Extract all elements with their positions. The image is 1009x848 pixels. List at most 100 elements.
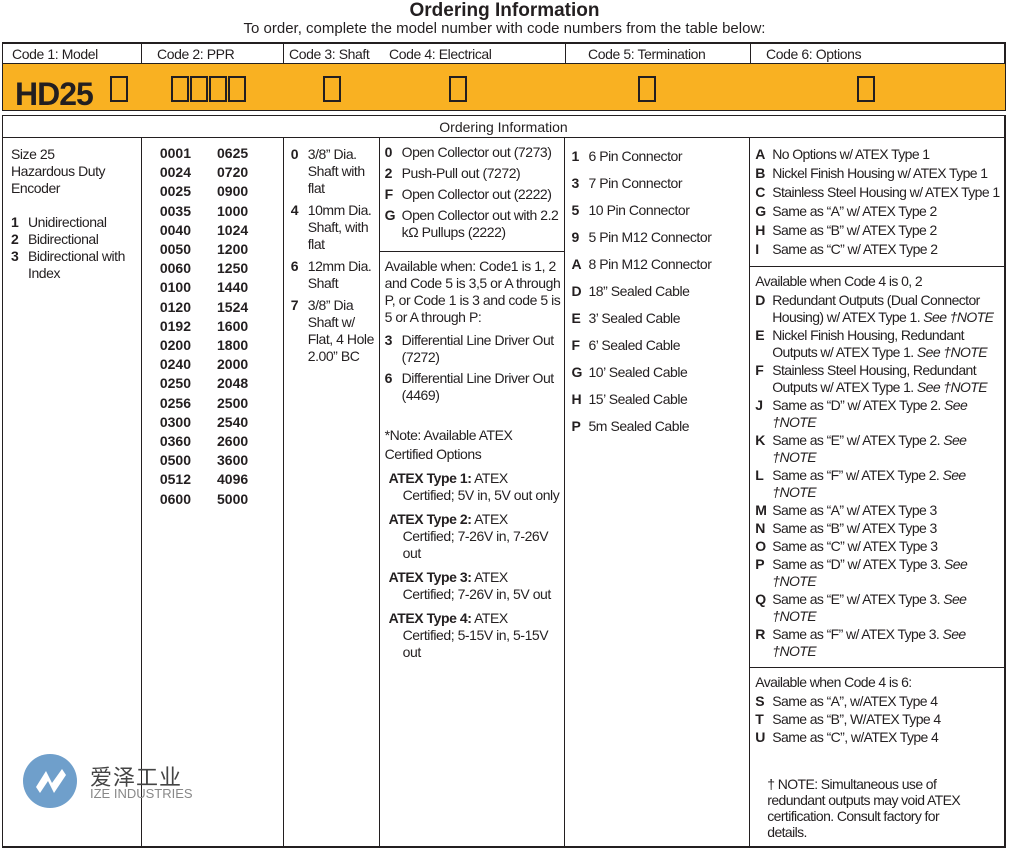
ppr-value: 1000 [217, 202, 249, 219]
item-code: I [755, 241, 759, 257]
list-item: N Same as “B” w/ ATEX Type 3 [755, 520, 1000, 537]
item-text: Same as “A” w/ ATEX Type 2 [772, 203, 937, 219]
list-item: G Open Collector out with 2.2 kΩ Pullups … [385, 207, 561, 241]
list-item: G 10’ Sealed Cable [571, 364, 746, 381]
ppr-value: 0040 [159, 221, 192, 238]
item-code: 3 [571, 175, 579, 191]
ppr-value: 0512 [159, 471, 192, 488]
code3-box[interactable] [323, 76, 342, 102]
item-code: 6 [384, 370, 393, 386]
code2-boxes[interactable] [171, 76, 247, 102]
atex-item: ATEX Type 1: ATEX Certified; 5V in, 5V o… [388, 470, 560, 503]
item-text: 8 Pin M12 Connector [588, 256, 712, 272]
list-item: H 15’ Sealed Cable [571, 391, 746, 408]
ppr-value: 2540 [217, 413, 249, 430]
item-text: 3/8” Dia Shaft w/ Flat, 4 Hole 2.00” BC [307, 297, 375, 364]
ppr-value: 0050 [159, 241, 192, 258]
item-code: H [571, 391, 582, 407]
ppr-value: 2000 [217, 356, 249, 373]
item-text: Open Collector out (2222) [401, 186, 552, 202]
item-text: 18” Sealed Cable [588, 283, 690, 299]
item-text: Push-Pull out (7272) [401, 165, 521, 181]
item-code: 3 [11, 248, 19, 264]
header-code5: Code 5: Termination [565, 44, 750, 63]
item-code: A [755, 146, 765, 162]
ppr-value: 0192 [159, 317, 192, 334]
list-item: 3 Differential Line Driver Out (7272) [385, 332, 561, 366]
item-code: D [755, 292, 765, 308]
item-code: U [755, 729, 765, 745]
ppr-value: 4096 [217, 471, 249, 488]
atex-item: ATEX Type 3: ATEX Certified; 7-26V in, 5… [388, 569, 552, 602]
list-item: L Same as “F” w/ ATEX Type 2. See †NOTE [755, 467, 1000, 501]
item-code: 7 [290, 297, 299, 313]
code6-box[interactable] [857, 76, 876, 102]
list-item: T Same as “B”, W/ATEX Type 4 [755, 711, 1000, 728]
shaft-column: 0 3/8” Dia. Shaft with flat 4 10mm Dia. Sha… [284, 138, 380, 846]
list-item: D 18” Sealed Cable [571, 283, 746, 300]
code4-box[interactable] [449, 76, 468, 102]
list-item: O Same as “C” w/ ATEX Type 3 [755, 538, 1000, 555]
ppr-value: 2048 [217, 375, 249, 392]
item-text: Same as “F” w/ ATEX Type 3. See †NOTE [772, 626, 966, 659]
item-code: G [384, 207, 396, 223]
list-item: B Nickel Finish Housing w/ ATEX Type 1 [755, 165, 1000, 182]
header-code3: Code 3: Shaft [283, 44, 379, 63]
code5-box[interactable] [638, 76, 657, 102]
item-text: 15’ Sealed Cable [588, 391, 688, 407]
item-text: Same as “B”, W/ATEX Type 4 [772, 711, 941, 727]
list-item: 2 Bidirectional [11, 231, 137, 248]
list-item: G Same as “A” w/ ATEX Type 2 [755, 203, 1000, 220]
atex-note: *Note: Available ATEX Certified Options [384, 427, 513, 462]
item-code: B [755, 165, 765, 181]
list-item: 3 Bidirectional with Index [11, 248, 137, 282]
see-note: See †NOTE [923, 309, 994, 325]
item-code: F [571, 337, 580, 353]
see-note: See †NOTE [772, 467, 966, 500]
ppr-list-2: 0625 0720 0900 1000 1024 1200 1250 1440 1524 1600… [217, 144, 248, 846]
options-group-2: Available when Code 4 is 0, 2 D Redundant… [750, 266, 1004, 667]
item-text: Stainless Steel Housing, Redundant Outpu… [772, 362, 987, 395]
model-number-bar [2, 63, 1006, 111]
ppr-value: 0500 [159, 452, 192, 469]
ppr-value: 1440 [217, 279, 249, 296]
ppr-value: 0200 [159, 337, 192, 354]
electrical-available: Available when: Code1 is 1, 2 and Code 5… [379, 251, 565, 674]
item-text: Same as “B” w/ ATEX Type 3 [772, 520, 937, 536]
list-item: 2 Push-Pull out (7272) [385, 165, 561, 182]
ppr-value: 3600 [217, 452, 249, 469]
item-code: N [755, 520, 765, 536]
list-item: 0 Open Collector out (7273) [385, 144, 561, 161]
ppr-value: 0100 [159, 279, 192, 296]
available-note: Available when Code 4 is 6: [755, 674, 912, 690]
ppr-value: 0001 [159, 145, 192, 161]
header-code2: Code 2: PPR [141, 44, 283, 63]
item-text: Redundant Outputs (Dual Connector Housin… [772, 292, 994, 325]
ppr-value: 1024 [217, 221, 249, 238]
item-code: P [571, 418, 581, 434]
item-text: Same as “D” w/ ATEX Type 2. See †NOTE [772, 397, 968, 430]
ppr-value: 1800 [217, 337, 249, 354]
ppr-value: 0300 [159, 413, 192, 430]
item-code: O [755, 538, 766, 554]
item-text: Same as “A”, w/ATEX Type 4 [772, 693, 938, 709]
item-code: A [571, 256, 582, 272]
options-column: A No Options w/ ATEX Type 1 B Nickel Finish… [750, 138, 1004, 846]
code1-box[interactable] [110, 76, 129, 102]
list-item: H Same as “B” w/ ATEX Type 2 [755, 222, 1000, 239]
list-item: M Same as “A” w/ ATEX Type 3 [755, 502, 1000, 519]
ppr-value: 1600 [217, 317, 249, 334]
list-item: A 8 Pin M12 Connector [571, 256, 746, 273]
see-note: See †NOTE [772, 591, 967, 624]
see-note: See †NOTE [772, 626, 966, 659]
footnote: † NOTE: Simultaneous use of redundant ou… [767, 776, 961, 840]
item-text: 12mm Dia. Shaft [307, 258, 372, 291]
ize-logo-icon [23, 754, 77, 808]
item-code: H [755, 222, 765, 238]
atex-item: ATEX Type 2: ATEX Certified; 7-26V in, 7… [388, 511, 549, 561]
model-desc: Size 25 [11, 146, 55, 162]
ppr-value: 0250 [159, 375, 192, 392]
header-code1: Code 1: Model [2, 44, 141, 63]
item-code: 2 [11, 231, 19, 247]
page-title: Ordering Information [409, 0, 600, 21]
